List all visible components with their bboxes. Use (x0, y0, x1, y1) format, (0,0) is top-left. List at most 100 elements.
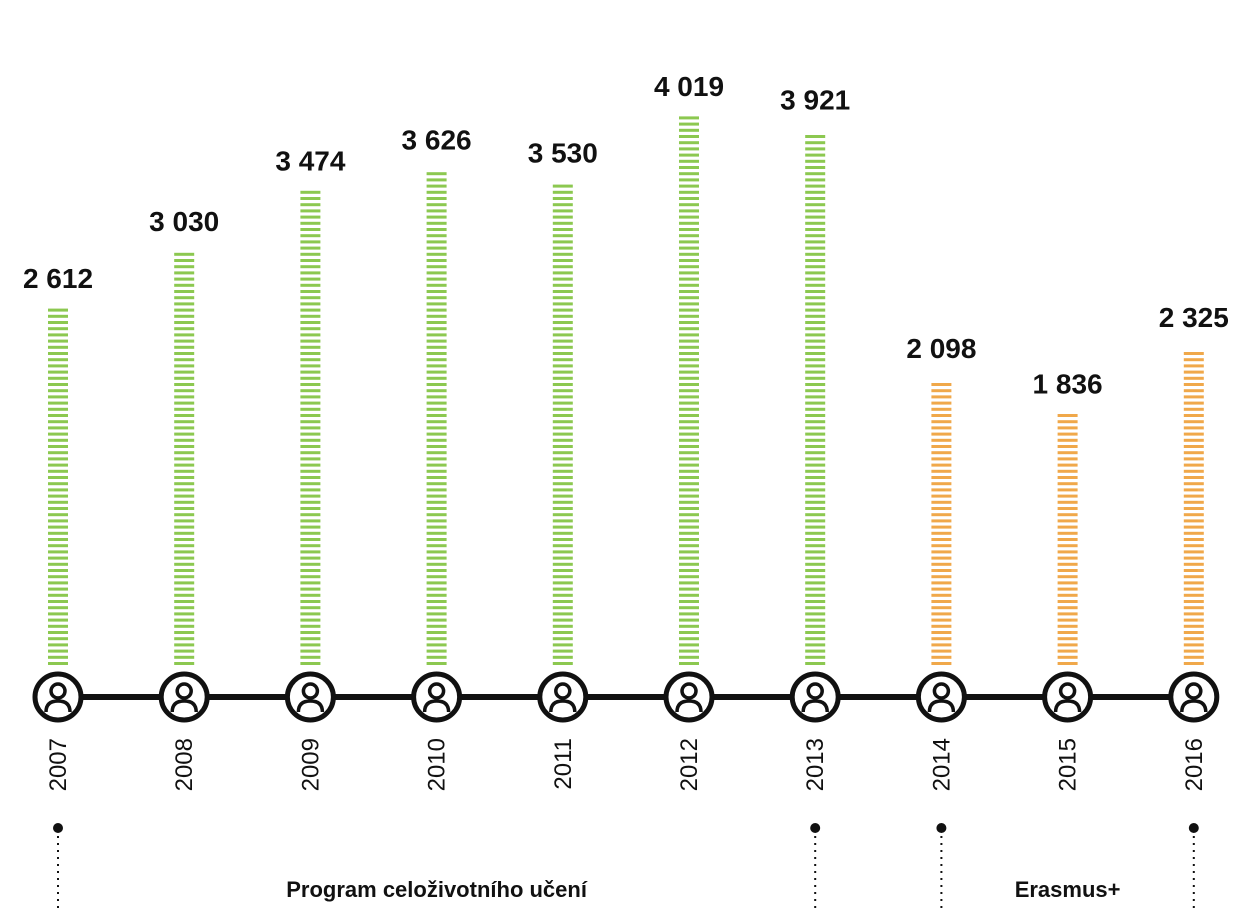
person-icon (1042, 671, 1094, 723)
bar-dash (1183, 507, 1204, 510)
bar-dash (805, 482, 826, 486)
bar-dash (931, 507, 952, 510)
bar-dash (426, 500, 447, 504)
bar-dash (1057, 500, 1078, 504)
bar-dash (805, 562, 826, 566)
bar-dash (426, 184, 447, 188)
bar-dash (426, 265, 447, 269)
bar-dash (679, 159, 699, 163)
bar-dash (931, 649, 952, 653)
bar-dash (805, 575, 826, 579)
bar-dash (552, 556, 573, 560)
bar-dash (679, 178, 699, 182)
bar-dash (805, 345, 826, 349)
bar-dash (426, 296, 447, 300)
bar-dash (48, 531, 68, 535)
bar-dash (805, 507, 826, 510)
bar-dash (679, 221, 699, 225)
person-icon (663, 671, 715, 723)
bar-dash (679, 401, 699, 405)
bar-dash (426, 649, 447, 653)
bar-2015 (1057, 414, 1078, 665)
bar-dash (805, 488, 826, 492)
bar-dash (552, 476, 573, 479)
bar-dash (931, 538, 952, 541)
bar-dash (300, 469, 321, 473)
bar-dash (300, 500, 321, 504)
bar-dash (300, 457, 321, 461)
bar-dash (174, 277, 195, 281)
bar-dash (174, 513, 195, 517)
bar-dash (174, 587, 195, 591)
bar-dash (552, 581, 573, 585)
bar-dash (300, 234, 321, 238)
bar-dash (300, 352, 321, 355)
bar-dash (1183, 476, 1204, 479)
bar-dash (1057, 457, 1078, 461)
bar-dash (805, 190, 826, 194)
bar-dash (552, 662, 573, 665)
bar-dash (174, 624, 195, 628)
bar-dash (1057, 525, 1078, 529)
bar-dash (931, 432, 952, 436)
bar-dash (48, 352, 68, 355)
bar-2008 (174, 252, 195, 665)
bar-dash (552, 234, 573, 238)
bar-dash (552, 457, 573, 461)
bar-dash (300, 271, 321, 275)
bar-dash (805, 277, 826, 281)
bar-dash (174, 457, 195, 461)
bar-dash (552, 420, 573, 424)
bar-dash (552, 228, 573, 231)
bar-dash (426, 271, 447, 275)
program-label: Erasmus+ (1015, 877, 1121, 902)
bar-dash (679, 556, 699, 560)
bar-dash (679, 482, 699, 486)
bar-dash (48, 631, 68, 634)
bar-dash (931, 438, 952, 442)
bar-dash (426, 407, 447, 411)
bar-dash (679, 197, 699, 200)
bar-dash (552, 525, 573, 529)
bar-dash (552, 345, 573, 349)
year-label: 2014 (928, 738, 955, 791)
bar-dash (48, 519, 68, 523)
bar-dash (1057, 606, 1078, 610)
bar-dash (1183, 451, 1204, 455)
bar-2016 (1183, 352, 1204, 665)
bar-dash (805, 631, 826, 634)
bar-dash (805, 147, 826, 151)
bar-dash (174, 494, 195, 498)
bar-dash (300, 228, 321, 231)
bar-dash (426, 631, 447, 634)
bar-dash (552, 407, 573, 411)
bar-dash (426, 383, 447, 386)
bar-dash (679, 445, 699, 448)
bar-dash (426, 438, 447, 442)
bar-dash (552, 649, 573, 653)
bar-dash (931, 624, 952, 628)
bar-dash (426, 531, 447, 535)
bar-dash (931, 389, 952, 393)
bar-dash (552, 655, 573, 659)
bar-dash (48, 606, 68, 610)
bar-dash (1057, 618, 1078, 622)
bar-dash (805, 314, 826, 318)
bar-dash (931, 631, 952, 634)
bar-dash (300, 482, 321, 486)
bar-dash (174, 259, 195, 262)
bar-dash (300, 314, 321, 318)
bar-dash (1183, 438, 1204, 442)
bar-dash (931, 488, 952, 492)
bar-dash (300, 581, 321, 585)
bar-dash (48, 395, 68, 399)
bar-dash (679, 147, 699, 151)
bar-dash (679, 395, 699, 399)
bar-dash (174, 469, 195, 473)
bar-dash (805, 432, 826, 436)
bar-dash (1183, 414, 1204, 417)
bar-dash (679, 420, 699, 424)
bar-dash (1057, 662, 1078, 665)
bar-dash (805, 221, 826, 225)
bar-dash (679, 383, 699, 386)
